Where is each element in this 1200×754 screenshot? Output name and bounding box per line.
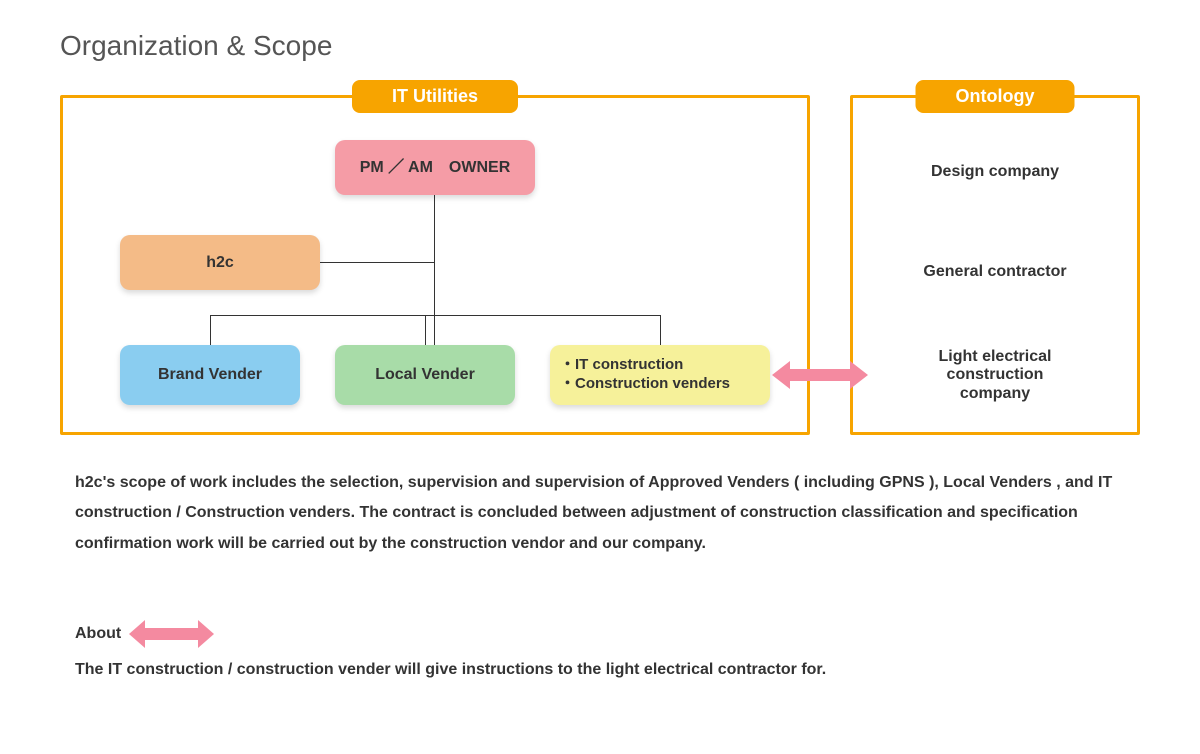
ontology-design-company: Design company: [853, 163, 1137, 181]
ontology-general-contractor: General contractor: [853, 263, 1137, 281]
page-title: Organization & Scope: [60, 30, 332, 62]
arrow-inline: [129, 620, 214, 648]
node-local-vender: Local Vender: [335, 345, 515, 405]
node-it-construction: ・IT construction ・Construction venders: [550, 345, 770, 405]
arrow-head-right-icon: [850, 361, 868, 389]
line-vertical-main: [434, 195, 435, 345]
panel-ontology: Ontology Design company General contract…: [850, 95, 1140, 435]
line-h2c: [320, 262, 435, 263]
scope-paragraph: h2c's scope of work includes the selecti…: [75, 468, 1130, 559]
line-to-itcon: [660, 315, 661, 345]
ontology-light-electrical: Light electrical construction company: [853, 348, 1137, 403]
instruction-paragraph: The IT construction / construction vende…: [75, 655, 1130, 685]
node-owner: PM ／ AM OWNER: [335, 140, 535, 195]
panel-header-ontology: Ontology: [916, 80, 1075, 113]
about-line: About: [75, 620, 214, 648]
about-label: About: [75, 625, 121, 643]
arrow-inline-right-icon: [198, 620, 214, 648]
node-brand-vender: Brand Vender: [120, 345, 300, 405]
node-h2c: h2c: [120, 235, 320, 290]
arrow-inline-body: [143, 628, 200, 640]
panel-header-it-utilities: IT Utilities: [352, 80, 518, 113]
line-children-horizontal: [210, 315, 660, 316]
arrow-body: [788, 369, 850, 381]
line-to-brand: [210, 315, 211, 345]
line-to-local: [425, 315, 426, 345]
